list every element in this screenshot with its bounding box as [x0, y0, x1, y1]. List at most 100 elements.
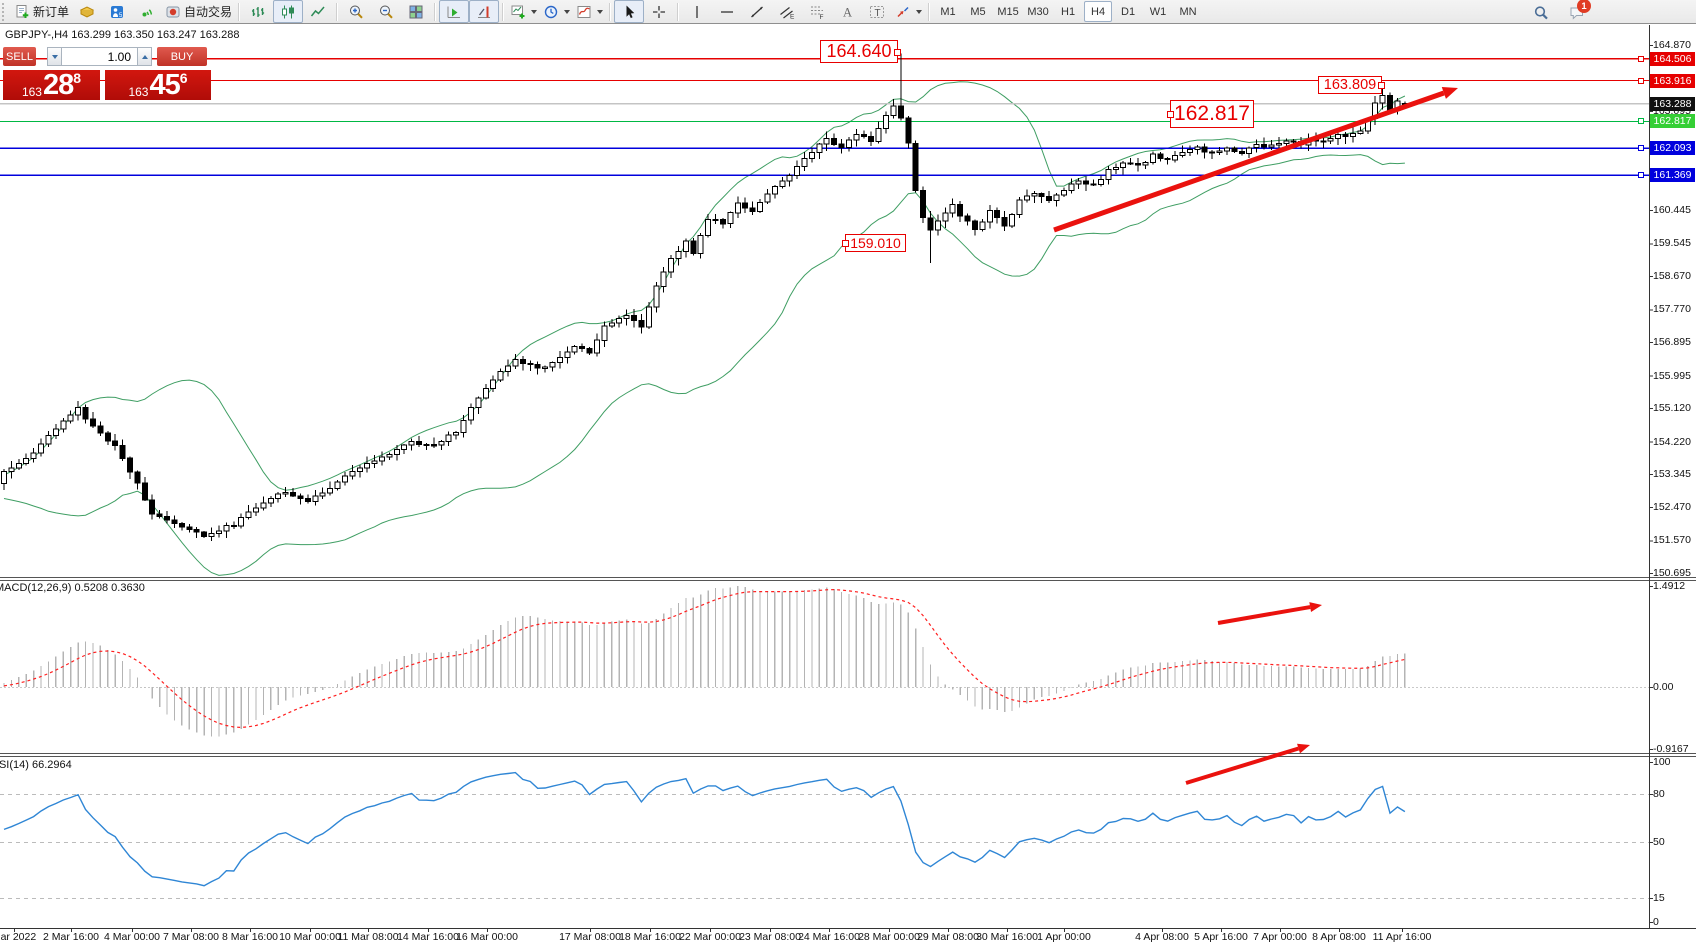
mql5-icon: 5 — [111, 5, 124, 19]
sell-price-box[interactable]: 163 28 8 — [3, 70, 100, 100]
timeframe-M1-button[interactable]: M1 — [940, 5, 956, 18]
zoom-out-icon — [380, 5, 393, 18]
timeframe-D1-button[interactable]: D1 — [1121, 5, 1136, 18]
toolbar-drag-handle[interactable] — [2, 2, 9, 21]
tile-windows-icon — [409, 5, 423, 18]
cursor-button[interactable] — [614, 0, 645, 23]
bollinger-upper-band — [3, 81, 1406, 491]
timeframe-MN-button[interactable]: MN — [1179, 5, 1197, 18]
shapes-button[interactable] — [892, 0, 925, 23]
toolbar-button-label: 自动交易 — [184, 5, 233, 19]
bollinger-lower-band — [3, 154, 1405, 576]
trend-arrow-head — [1309, 602, 1322, 613]
channel-icon: E — [780, 6, 795, 20]
notifications-button[interactable]: 1 — [1562, 0, 1592, 24]
line-chart-button[interactable] — [303, 0, 333, 23]
svg-text:A: A — [843, 5, 852, 19]
zoom-out-button[interactable] — [371, 0, 401, 23]
autotrading-icon — [166, 6, 180, 17]
sell-button[interactable]: SELL — [3, 47, 36, 66]
vertical-line-icon — [696, 5, 698, 18]
price-annotation-box[interactable]: 164.640 — [820, 40, 901, 63]
candlestick-icon — [282, 5, 295, 18]
chart-ohlc-header: GBPJPY-,H4 163.299 163.350 163.247 163.2… — [5, 29, 240, 41]
crosshair-icon — [653, 5, 666, 18]
signals-button[interactable] — [132, 0, 162, 23]
trendline-button[interactable] — [742, 0, 772, 23]
horizontal-line-button[interactable] — [712, 0, 742, 23]
volume-input[interactable] — [62, 47, 137, 66]
text-label-button[interactable]: T — [862, 0, 892, 23]
timeframe-H4-button[interactable]: H4 — [1084, 1, 1113, 22]
timeframe-M30-button[interactable]: M30 — [1027, 5, 1049, 18]
annotation-anchor-square — [1378, 82, 1385, 89]
volume-increase-button[interactable] — [137, 47, 152, 66]
fibonacci-button[interactable]: F — [802, 0, 832, 23]
fibonacci-icon: F — [811, 6, 824, 20]
autotrading-button[interactable]: 自动交易 — [162, 0, 235, 23]
periods-clock-button[interactable] — [540, 0, 573, 23]
crosshair-button[interactable] — [644, 0, 674, 23]
indicators-icon — [577, 5, 591, 18]
rsi-indicator-label: RSI(14) 66.2964 — [0, 759, 72, 771]
macd-signal-line — [3, 588, 1406, 729]
candlestick-series — [1, 53, 1408, 541]
toolbar-separator — [677, 2, 680, 21]
macd-indicator-label: MACD(12,26,9) 0.5208 0.3630 — [0, 582, 145, 594]
chart-shift-icon — [478, 6, 491, 18]
dropdown-caret-icon — [531, 9, 538, 14]
tile-windows-button[interactable] — [401, 0, 431, 23]
bar-chart-button[interactable] — [243, 0, 273, 23]
search-button[interactable] — [1526, 1, 1556, 24]
zoom-in-button[interactable] — [341, 0, 371, 23]
indicators-button[interactable] — [573, 0, 606, 23]
annotation-anchor-square — [1167, 111, 1174, 118]
timeframe-W1-button[interactable]: W1 — [1149, 5, 1167, 18]
toolbar-separator — [434, 2, 437, 21]
chart-profile-button[interactable] — [72, 0, 102, 23]
down-arrow-icon — [51, 54, 58, 59]
dropdown-caret-icon — [916, 9, 923, 14]
chart-shift-button[interactable] — [469, 0, 500, 23]
auto-scroll-button[interactable] — [439, 0, 470, 23]
price-annotation-box[interactable]: 159.010 — [842, 234, 906, 252]
price-annotation-box[interactable]: 163.809 — [1318, 76, 1385, 94]
mql5-button[interactable]: 5 — [102, 0, 132, 23]
trend-arrow[interactable] — [1185, 746, 1300, 785]
buy-price-prefix: 163 — [128, 85, 149, 99]
timeframe-M15-button[interactable]: M15 — [997, 5, 1019, 18]
price-annotation-box[interactable]: 162.817 — [1167, 100, 1254, 128]
toolbar-separator — [928, 2, 931, 21]
vertical-line-button[interactable] — [682, 0, 712, 23]
text-button[interactable]: A — [832, 0, 862, 23]
horizontal-line-icon — [721, 10, 734, 13]
periods-clock-icon — [544, 5, 558, 18]
line-chart-icon — [310, 6, 325, 16]
new-order-button[interactable]: 新订单 — [11, 0, 72, 23]
dropdown-caret-icon — [564, 9, 571, 14]
svg-text:F: F — [820, 14, 824, 20]
new-chart-button[interactable] — [507, 0, 540, 23]
bar-chart-icon — [252, 6, 265, 17]
trend-arrow[interactable] — [1053, 90, 1445, 233]
timeframe-H1-button[interactable]: H1 — [1061, 5, 1076, 18]
timeframe-M5-button[interactable]: M5 — [970, 5, 986, 18]
new-order-icon — [16, 4, 29, 18]
buy-price-sup: 6 — [179, 70, 188, 86]
toolbar-separator — [609, 2, 612, 21]
chart-profile-icon — [79, 5, 95, 18]
trendline-icon — [751, 6, 763, 17]
notification-badge: 1 — [1577, 0, 1591, 13]
volume-decrease-button[interactable] — [47, 47, 62, 66]
channel-button[interactable]: E — [772, 0, 802, 23]
buy-price-big: 45 — [149, 69, 180, 101]
candlestick-button[interactable] — [273, 0, 304, 23]
buy-price-box[interactable]: 163 45 6 — [105, 70, 211, 100]
trend-arrow[interactable] — [1217, 605, 1311, 625]
dropdown-caret-icon — [597, 9, 604, 14]
buy-button[interactable]: BUY — [157, 47, 207, 66]
new-chart-icon — [511, 5, 525, 18]
